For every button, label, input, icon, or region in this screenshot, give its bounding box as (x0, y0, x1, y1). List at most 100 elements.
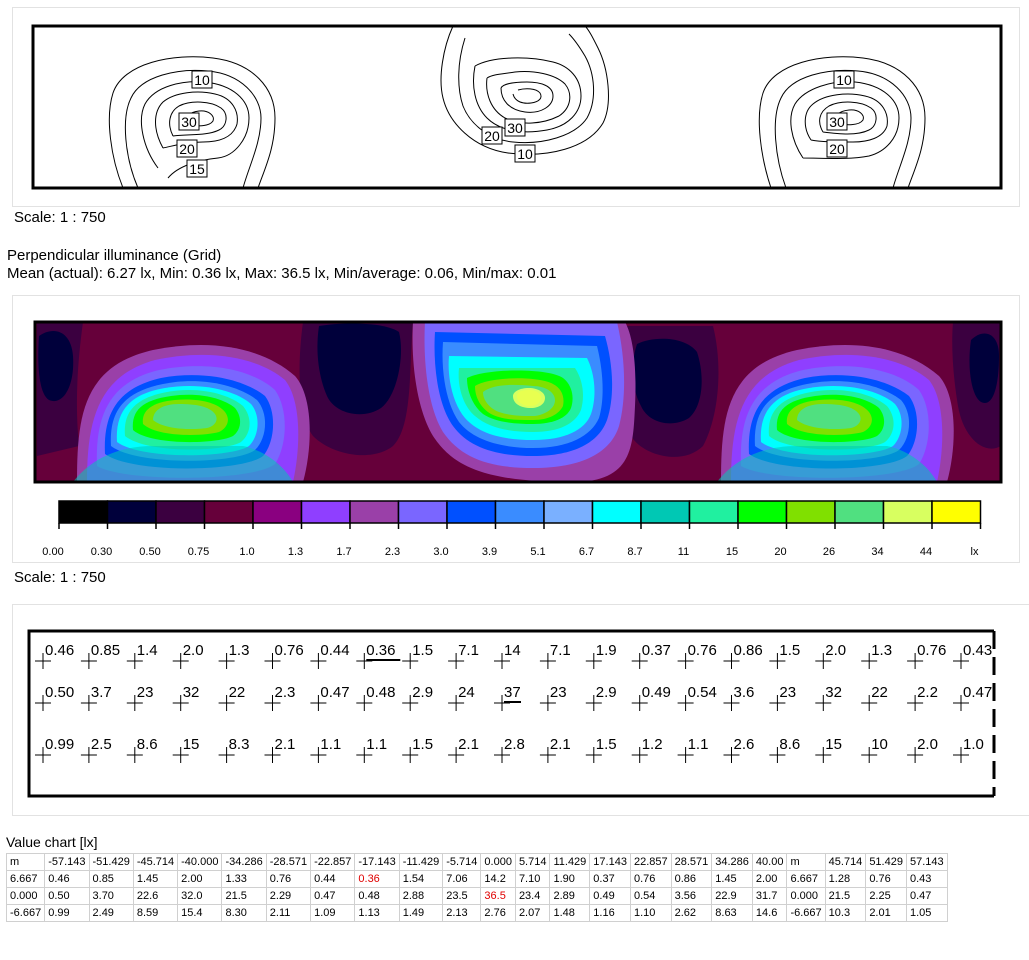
legend-swatch (397, 500, 448, 524)
grid-point: 8.6 (769, 736, 800, 763)
table-cell: 10.3 (824, 904, 867, 922)
legend-swatch (58, 500, 109, 524)
value-chart-title: Value chart [lx] (6, 834, 98, 850)
grid-point: 1.3 (861, 642, 892, 669)
svg-text:1.5: 1.5 (779, 642, 800, 659)
grid-point: 1.1 (677, 736, 708, 763)
svg-text:8.6: 8.6 (779, 736, 800, 753)
legend-tick: 0.30 (91, 546, 112, 558)
table-cell: 6.667 (786, 870, 826, 888)
table-cell: 1.54 (398, 870, 444, 888)
isoline-label: 30 (178, 112, 200, 131)
legend-swatch (446, 500, 497, 524)
table-cell: 1.33 (221, 870, 267, 888)
table-cell: 0.54 (629, 887, 672, 905)
legend-tick: 26 (823, 546, 835, 558)
legend-tick: lx (971, 546, 979, 558)
table-cell: 22.6 (132, 887, 179, 905)
legend-tick: 3.0 (433, 546, 448, 558)
grid-point: 1.1 (356, 736, 387, 763)
table-cell: 0.50 (44, 887, 90, 905)
table-cell: 2.89 (549, 887, 591, 905)
grid-point: 15 (815, 736, 842, 763)
svg-text:8.3: 8.3 (229, 736, 250, 753)
table-cell: 32.0 (177, 887, 223, 905)
grid-point: 0.76 (264, 642, 304, 669)
legend-tick: 5.1 (530, 546, 545, 558)
table-cell: 28.571 (670, 853, 713, 871)
value-chart-table: m -57.143 -51.429 -45.714 -40.000 -34.286 -28.… (5, 853, 948, 922)
svg-text:24: 24 (458, 684, 475, 701)
grid-point: 2.6 (723, 736, 754, 763)
table-cell: -6.667 (786, 904, 826, 922)
table-cell: 0.76 (865, 870, 907, 888)
grid-point: 1.5 (402, 736, 433, 763)
table-cell: 3.70 (88, 887, 134, 905)
svg-text:15: 15 (189, 161, 205, 177)
svg-text:22: 22 (229, 684, 246, 701)
svg-text:2.1: 2.1 (275, 736, 296, 753)
table-cell: 45.714 (824, 853, 867, 871)
grid-point: 14 (494, 642, 521, 669)
grid-point: 32 (172, 684, 199, 711)
scale-label-middle: Scale: 1 : 750 (14, 569, 106, 586)
table-cell: 0.37 (589, 870, 631, 888)
table-cell: 0.000 (480, 853, 516, 871)
svg-text:1.3: 1.3 (229, 642, 250, 659)
svg-text:32: 32 (825, 684, 842, 701)
grid-point: 0.46 (35, 642, 74, 669)
table-row: 0.000 0.50 3.70 22.6 32.0 21.5 2.29 0.47 0.48 2.8… (5, 887, 948, 905)
legend-swatch (155, 500, 206, 524)
svg-text:20: 20 (179, 141, 195, 157)
grid-point: 2.1 (539, 736, 571, 763)
grid-point: 3.6 (723, 684, 754, 711)
svg-text:0.46: 0.46 (45, 642, 74, 659)
isoline-label: 10 (514, 144, 536, 163)
table-cell: -28.571 (265, 853, 312, 871)
false-color-map: 0.00 0.30 0.50 0.75 1.0 1.3 1.7 2.3 3.0 3.9 5.1 6.7… (33, 320, 1003, 558)
grid-point: 8.3 (218, 736, 250, 763)
grid-point: 0.85 (80, 642, 120, 669)
table-cell: 14.2 (480, 870, 516, 888)
table-cell: 51.429 (865, 853, 907, 871)
legend-swatch (688, 500, 739, 524)
value-grid-panel: 0.46 0.85 1.4 2.0 1.3 0.76 0.44 0.36 1.5 7.1 14 7.1… (12, 604, 1029, 816)
svg-text:23: 23 (137, 684, 154, 701)
legend-tick: 15 (726, 546, 738, 558)
table-cell: 23.5 (442, 887, 482, 905)
svg-text:0.48: 0.48 (366, 684, 395, 701)
legend-swatch (106, 500, 157, 524)
isoline-label: 20 (826, 139, 848, 158)
table-row: m -57.143 -51.429 -45.714 -40.000 -34.286 -28.… (5, 853, 948, 871)
table-cell: 1.16 (589, 904, 631, 922)
svg-text:2.9: 2.9 (412, 684, 433, 701)
svg-text:37: 37 (504, 684, 521, 701)
table-cell: 0.47 (310, 887, 356, 905)
isoline-label: 15 (186, 159, 208, 178)
svg-text:1.5: 1.5 (412, 736, 433, 753)
table-cell: 8.59 (132, 904, 179, 922)
grid-point: 2.1 (448, 736, 479, 763)
svg-text:7.1: 7.1 (458, 642, 479, 659)
svg-text:2.0: 2.0 (917, 736, 938, 753)
legend-swatch (543, 500, 594, 524)
table-cell: 0.44 (310, 870, 356, 888)
legend-tick: 1.3 (288, 546, 303, 558)
table-cell: 1.05 (905, 904, 948, 922)
grid-point: 7.1 (448, 642, 479, 669)
grid-point: 22 (861, 684, 888, 711)
table-cell: 21.5 (824, 887, 867, 905)
grid-point: 0.36 (356, 642, 401, 669)
table-cell: -51.429 (88, 853, 134, 871)
table-cell: 1.28 (824, 870, 867, 888)
grid-point: 1.9 (585, 642, 617, 669)
grid-point: 8.6 (126, 736, 158, 763)
isoline-label: 10 (191, 70, 213, 89)
legend-tick: 11 (678, 546, 689, 558)
grid-point: 10 (861, 736, 888, 763)
table-cell: 0.85 (88, 870, 134, 888)
legend-swatch (737, 500, 788, 524)
svg-text:2.1: 2.1 (458, 736, 479, 753)
table-cell: 57.143 (905, 853, 948, 871)
svg-text:10: 10 (517, 146, 533, 162)
